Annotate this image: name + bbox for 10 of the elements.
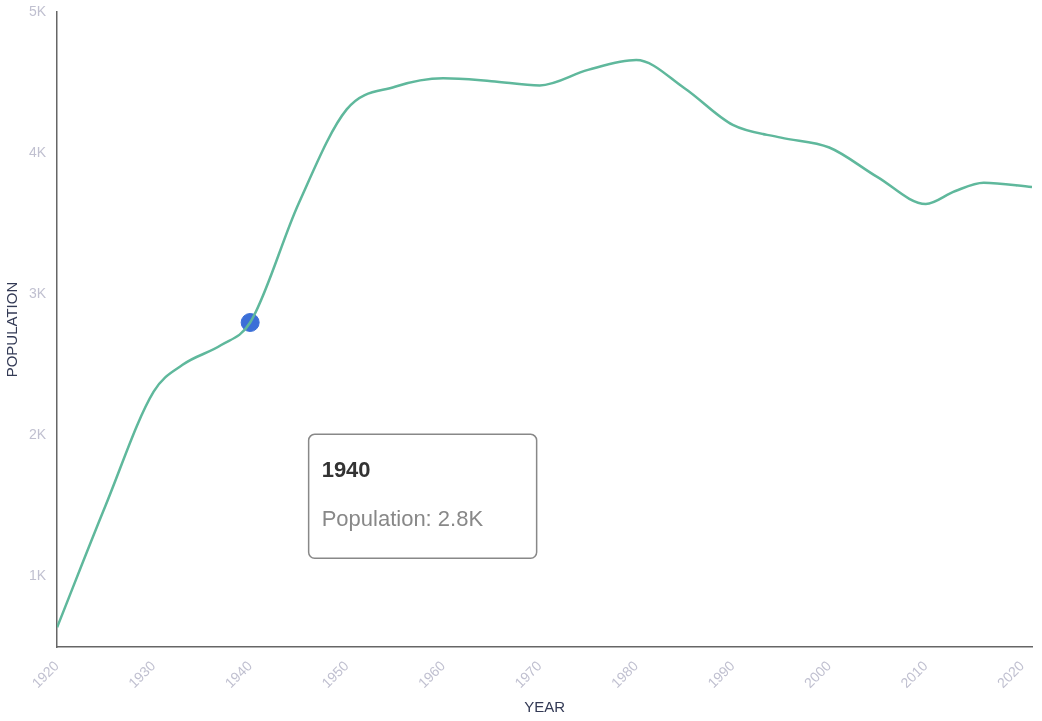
- x-axis-title: YEAR: [524, 698, 566, 716]
- line-series: [57, 58, 1032, 629]
- annotation: Population: 2.8K: [321, 506, 484, 532]
- y-axis-title: POPULATION: [3, 281, 21, 378]
- y-tick-label: 2K: [29, 426, 47, 443]
- y-tick-label: 4K: [29, 143, 47, 160]
- annotation: 1940: [321, 457, 371, 483]
- y-tick-label: 5K: [29, 2, 47, 19]
- y-tick-label: 1K: [29, 567, 47, 584]
- y-tick-label: 3K: [29, 285, 47, 302]
